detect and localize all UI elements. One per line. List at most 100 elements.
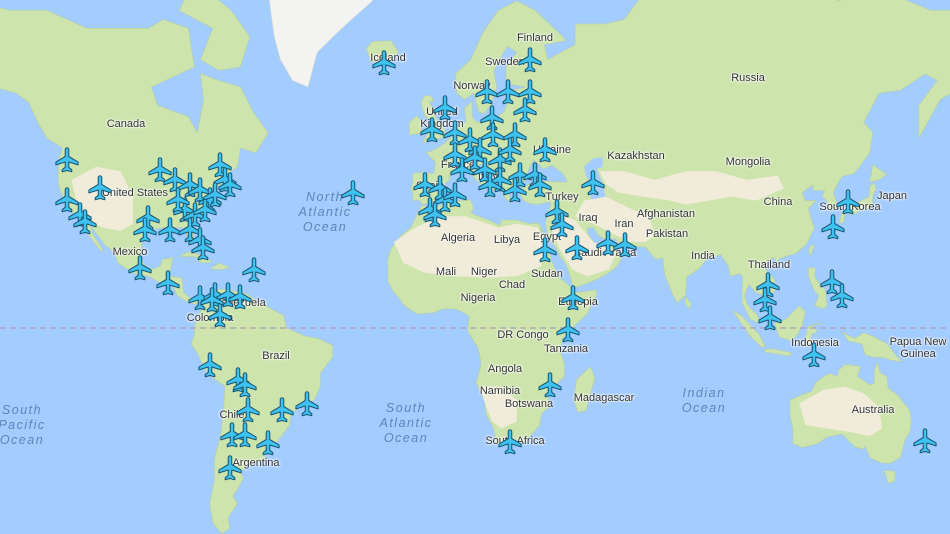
airport-marker[interactable] xyxy=(548,211,576,239)
airport-marker[interactable] xyxy=(751,286,779,314)
airport-marker[interactable] xyxy=(819,213,847,241)
airport-marker[interactable] xyxy=(198,286,226,314)
airport-marker[interactable] xyxy=(496,428,524,456)
airport-marker[interactable] xyxy=(186,284,214,312)
airport-marker[interactable] xyxy=(53,186,81,214)
airport-marker[interactable] xyxy=(206,151,234,179)
airport-marker[interactable] xyxy=(501,176,529,204)
airport-marker[interactable] xyxy=(231,421,259,449)
airplane-icon xyxy=(518,47,542,73)
airport-marker[interactable] xyxy=(511,96,539,124)
airport-marker[interactable] xyxy=(176,171,204,199)
airport-marker[interactable] xyxy=(224,366,252,394)
airport-marker[interactable] xyxy=(418,116,446,144)
airplane-icon xyxy=(443,142,467,168)
airport-marker[interactable] xyxy=(494,78,522,106)
airport-marker[interactable] xyxy=(563,234,591,262)
airport-marker[interactable] xyxy=(756,304,784,332)
airport-marker[interactable] xyxy=(526,171,554,199)
airport-marker[interactable] xyxy=(189,234,217,262)
airport-marker[interactable] xyxy=(216,171,244,199)
airport-marker[interactable] xyxy=(201,281,229,309)
airport-marker[interactable] xyxy=(146,156,174,184)
country-label-argentina: Argentina xyxy=(232,457,280,469)
airport-marker[interactable] xyxy=(594,229,622,257)
airport-marker[interactable] xyxy=(531,236,559,264)
airport-marker[interactable] xyxy=(559,284,587,312)
airport-marker[interactable] xyxy=(201,181,229,209)
airport-marker[interactable] xyxy=(828,282,856,310)
airport-marker[interactable] xyxy=(131,216,159,244)
airport-marker[interactable] xyxy=(479,121,507,149)
airport-marker[interactable] xyxy=(516,46,544,74)
airplane-icon xyxy=(163,167,187,193)
airplane-icon xyxy=(756,272,780,298)
airport-marker[interactable] xyxy=(506,161,534,189)
airplane-icon xyxy=(178,217,202,243)
airport-marker[interactable] xyxy=(156,216,184,244)
airport-marker[interactable] xyxy=(176,216,204,244)
airport-marker[interactable] xyxy=(461,144,489,172)
airport-marker[interactable] xyxy=(218,421,246,449)
country-label-nigeria: Nigeria xyxy=(460,292,496,304)
airport-marker[interactable] xyxy=(293,390,321,418)
airplane-icon xyxy=(581,170,605,196)
airport-marker[interactable] xyxy=(554,316,582,344)
airport-marker[interactable] xyxy=(214,281,242,309)
airport-marker[interactable] xyxy=(476,171,504,199)
airport-marker[interactable] xyxy=(411,171,439,199)
airport-marker[interactable] xyxy=(531,136,559,164)
airport-marker[interactable] xyxy=(226,283,254,311)
airport-marker[interactable] xyxy=(154,269,182,297)
airport-marker[interactable] xyxy=(818,268,846,296)
airport-marker[interactable] xyxy=(536,371,564,399)
airport-marker[interactable] xyxy=(800,341,828,369)
airport-marker[interactable] xyxy=(370,49,398,77)
country-label-iran: Iran xyxy=(614,218,634,230)
airport-marker[interactable] xyxy=(186,176,214,204)
airport-marker[interactable] xyxy=(196,351,224,379)
airport-marker[interactable] xyxy=(126,254,154,282)
airport-marker[interactable] xyxy=(240,256,268,284)
airport-marker[interactable] xyxy=(473,78,501,106)
airport-marker[interactable] xyxy=(161,166,189,194)
country-label-sudan: Sudan xyxy=(531,268,563,280)
airport-marker[interactable] xyxy=(53,146,81,174)
airport-marker[interactable] xyxy=(471,156,499,184)
airplane-icon xyxy=(433,95,457,121)
airport-marker[interactable] xyxy=(496,136,524,164)
airport-marker[interactable] xyxy=(448,156,476,184)
airport-marker[interactable] xyxy=(211,166,239,194)
airport-marker[interactable] xyxy=(486,166,514,194)
airport-marker[interactable] xyxy=(431,94,459,122)
airplane-icon xyxy=(133,217,157,243)
airport-marker[interactable] xyxy=(611,231,639,259)
airport-marker[interactable] xyxy=(339,179,367,207)
airport-marker[interactable] xyxy=(501,121,529,149)
airport-marker[interactable] xyxy=(543,198,571,226)
landmass-greenland xyxy=(269,0,373,88)
airport-marker[interactable] xyxy=(254,429,282,457)
airplane-icon xyxy=(128,255,152,281)
airport-marker[interactable] xyxy=(421,201,449,229)
airport-marker[interactable] xyxy=(911,427,939,455)
airport-marker[interactable] xyxy=(456,126,484,154)
airport-marker[interactable] xyxy=(441,141,469,169)
airport-marker[interactable] xyxy=(754,271,782,299)
airplane-icon xyxy=(596,230,620,256)
airport-marker[interactable] xyxy=(71,208,99,236)
airport-marker[interactable] xyxy=(441,181,469,209)
airport-marker[interactable] xyxy=(579,169,607,197)
airport-marker[interactable] xyxy=(216,454,244,482)
airport-marker[interactable] xyxy=(164,186,192,214)
airport-marker[interactable] xyxy=(234,396,262,424)
airport-marker[interactable] xyxy=(268,396,296,424)
airport-marker[interactable] xyxy=(416,196,444,224)
landmass-hokkaido xyxy=(869,164,888,183)
airport-marker[interactable] xyxy=(516,78,544,106)
airport-marker[interactable] xyxy=(86,174,114,202)
airport-marker[interactable] xyxy=(834,188,862,216)
country-label-norway: Norway xyxy=(453,80,491,92)
airport-marker[interactable] xyxy=(231,371,259,399)
